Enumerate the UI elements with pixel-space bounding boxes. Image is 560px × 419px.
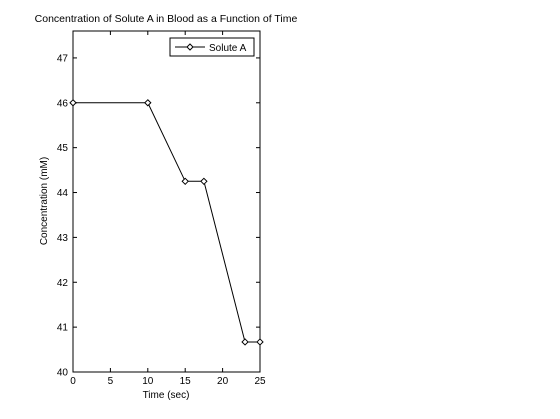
x-tick-label: 20 (217, 376, 229, 387)
legend-marker-diamond (186, 43, 194, 51)
data-point-marker (241, 338, 249, 346)
data-point-marker (69, 99, 77, 107)
legend-box (169, 37, 255, 57)
x-tick-label: 15 (180, 376, 192, 387)
y-tick-label: 46 (57, 98, 69, 109)
y-tick-label: 45 (57, 143, 69, 154)
chart-title: Concentration of Solute A in Blood as a … (35, 13, 298, 25)
x-tick-label: 10 (142, 376, 154, 387)
legend: Solute A (169, 37, 255, 57)
legend-label-solute-a: Solute A (209, 43, 247, 54)
y-tick-label: 42 (57, 278, 69, 289)
y-tick-label: 43 (57, 233, 69, 244)
data-point-marker (200, 177, 208, 186)
y-tick-label: 44 (57, 188, 69, 199)
x-tick-label: 5 (108, 376, 114, 387)
x-axis: 0 5 10 15 20 25 (70, 31, 266, 387)
y-tick-label: 41 (57, 323, 69, 334)
y-axis: 40 41 42 43 44 45 46 47 (57, 53, 260, 379)
series-layer (69, 99, 264, 346)
x-axis-label: Time (sec) (143, 390, 190, 401)
x-tick-label: 25 (254, 376, 266, 387)
data-point-marker (256, 338, 264, 346)
y-tick-label: 40 (57, 368, 69, 379)
y-axis-label: Concentration (mM) (39, 157, 50, 245)
y-tick-label: 47 (57, 53, 69, 64)
data-point-marker (144, 99, 152, 107)
x-tick-label: 0 (70, 376, 76, 387)
plot-area (72, 30, 261, 373)
data-point-marker (181, 177, 189, 186)
